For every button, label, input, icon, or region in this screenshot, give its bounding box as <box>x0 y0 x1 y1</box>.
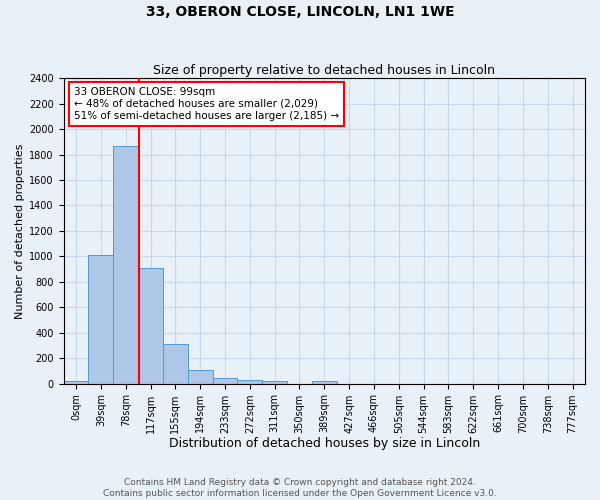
Bar <box>188 370 212 384</box>
Bar <box>88 255 113 384</box>
Bar <box>138 268 163 384</box>
Bar <box>212 378 238 384</box>
Y-axis label: Number of detached properties: Number of detached properties <box>15 143 25 318</box>
Title: Size of property relative to detached houses in Lincoln: Size of property relative to detached ho… <box>154 64 496 77</box>
Bar <box>238 380 262 384</box>
Bar <box>312 382 337 384</box>
X-axis label: Distribution of detached houses by size in Lincoln: Distribution of detached houses by size … <box>169 437 480 450</box>
Bar <box>262 382 287 384</box>
Text: Contains HM Land Registry data © Crown copyright and database right 2024.
Contai: Contains HM Land Registry data © Crown c… <box>103 478 497 498</box>
Text: 33 OBERON CLOSE: 99sqm
← 48% of detached houses are smaller (2,029)
51% of semi-: 33 OBERON CLOSE: 99sqm ← 48% of detached… <box>74 88 339 120</box>
Bar <box>64 381 88 384</box>
Text: 33, OBERON CLOSE, LINCOLN, LN1 1WE: 33, OBERON CLOSE, LINCOLN, LN1 1WE <box>146 5 454 19</box>
Bar <box>163 344 188 384</box>
Bar <box>113 146 138 384</box>
